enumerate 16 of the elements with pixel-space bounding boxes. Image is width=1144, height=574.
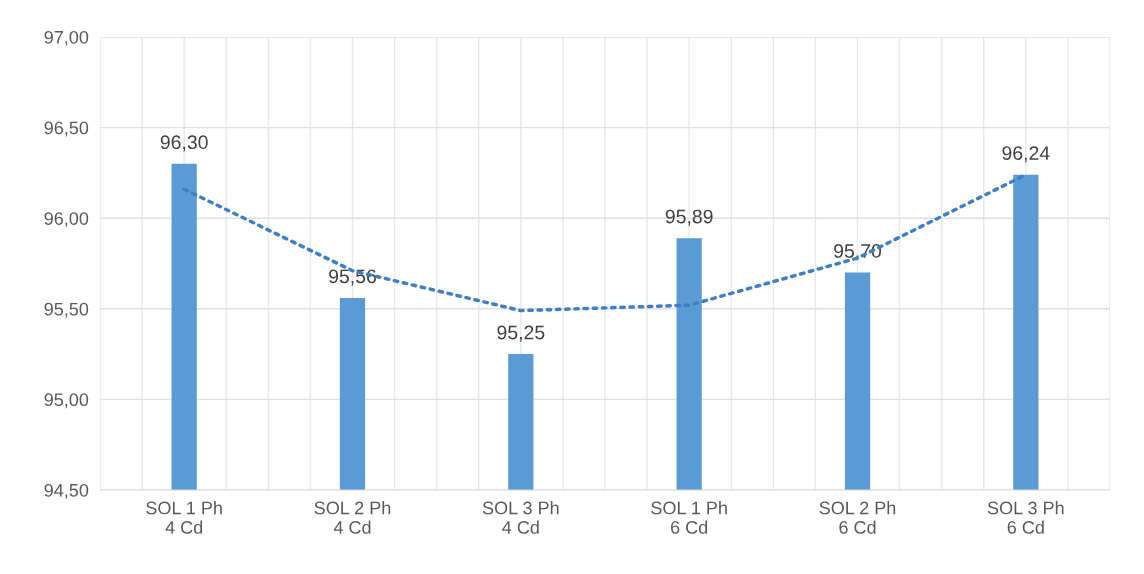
data-label: 96,24 [1002, 146, 1050, 163]
x-tick-label: SOL 3 Ph 4 Cd [482, 501, 559, 534]
y-tick-label: 96,50 [44, 121, 89, 137]
x-tick-label: SOL 2 Ph 6 Cd [819, 501, 896, 534]
x-tick-label: SOL 2 Ph 4 Cd [314, 501, 391, 534]
data-label: 95,89 [665, 209, 713, 226]
y-tick-label: 94,50 [44, 483, 89, 499]
y-tick-label: 95,50 [44, 302, 89, 318]
data-label: 95,25 [497, 325, 545, 342]
y-tick-label: 96,00 [44, 212, 89, 228]
y-tick-label: 95,00 [44, 393, 89, 409]
x-tick-label: SOL 1 Ph 4 Cd [146, 501, 222, 534]
x-tick-label: SOL 1 Ph 6 Cd [651, 501, 727, 534]
data-label: 96,30 [160, 135, 208, 152]
y-tick-label: 97,00 [44, 30, 89, 46]
x-tick-label: SOL 3 Ph 6 Cd [987, 501, 1064, 534]
